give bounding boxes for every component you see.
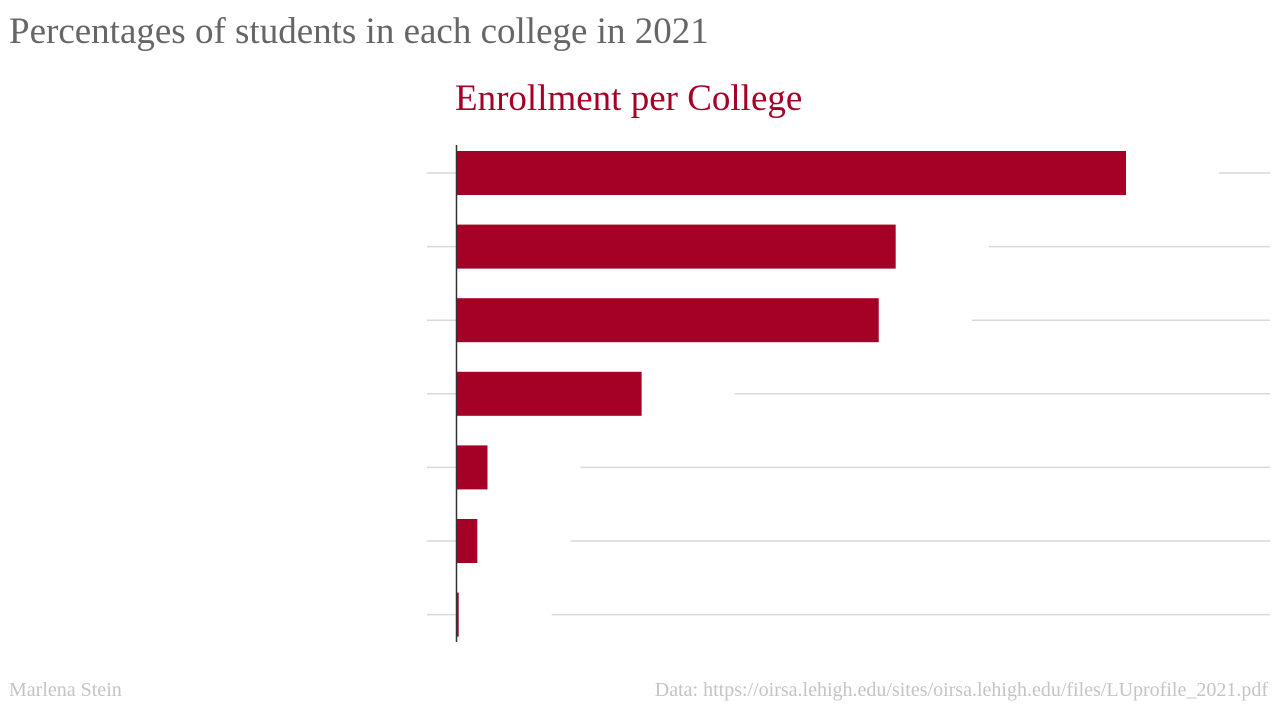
bar <box>457 151 1127 195</box>
data-source: Data: https://oirsa.lehigh.edu/sites/oir… <box>654 679 1268 701</box>
bar <box>457 519 478 563</box>
chart-title: Enrollment per College <box>455 78 803 119</box>
bar <box>457 445 488 490</box>
author-credit: Marlena Stein <box>9 679 122 701</box>
bar <box>457 298 879 343</box>
bar <box>457 224 896 269</box>
bar <box>457 371 642 416</box>
page-title: Percentages of students in each college … <box>9 11 709 52</box>
bar <box>457 592 459 637</box>
